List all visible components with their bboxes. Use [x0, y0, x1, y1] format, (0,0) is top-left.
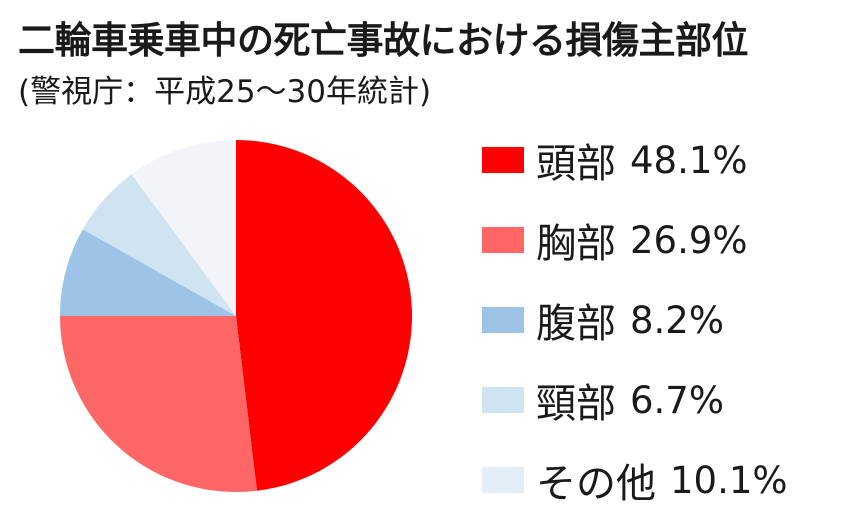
legend-swatch-abdomen [482, 307, 524, 333]
pie-slice-neck [82, 174, 236, 316]
legend-value-neck: 6.7% [630, 378, 724, 422]
legend: 頭部 48.1% 胸部 26.9% 腹部 8.2% 頸部 6.7% その他 10… [482, 135, 788, 507]
pie-slice-other [131, 140, 236, 316]
legend-swatch-other [482, 467, 524, 493]
legend-label-other: その他 [536, 461, 656, 507]
legend-value-abdomen: 8.2% [630, 298, 724, 342]
legend-label-head: 頭部 [536, 141, 616, 187]
legend-value-other: 10.1% [670, 458, 788, 502]
legend-swatch-head [482, 147, 524, 173]
legend-item-head: 頭部 48.1% [482, 135, 788, 187]
legend-label-abdomen: 腹部 [536, 301, 616, 347]
pie-slice-head [236, 140, 413, 491]
legend-label-neck: 頸部 [536, 381, 616, 427]
pie-slice-chest [60, 316, 257, 493]
legend-label-chest: 胸部 [536, 221, 616, 267]
chart-title: 二輪車乗車中の死亡事故における損傷主部位 [18, 19, 749, 62]
legend-item-abdomen: 腹部 8.2% [482, 295, 788, 347]
legend-item-other: その他 10.1% [482, 455, 788, 507]
chart-subtitle: (警視庁：平成25〜30年統計) [18, 74, 432, 110]
legend-item-neck: 頸部 6.7% [482, 375, 788, 427]
legend-item-chest: 胸部 26.9% [482, 215, 788, 267]
legend-swatch-neck [482, 387, 524, 413]
legend-value-head: 48.1% [630, 138, 748, 182]
legend-swatch-chest [482, 227, 524, 253]
pie-chart [60, 140, 413, 493]
legend-value-chest: 26.9% [630, 218, 748, 262]
pie-slice-abdomen [60, 229, 236, 316]
